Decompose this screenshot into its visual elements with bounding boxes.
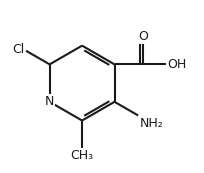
Text: NH₂: NH₂ bbox=[139, 117, 163, 130]
Text: N: N bbox=[45, 95, 54, 108]
Text: O: O bbox=[137, 30, 147, 43]
Text: CH₃: CH₃ bbox=[70, 149, 93, 162]
Text: OH: OH bbox=[166, 58, 185, 71]
Text: Cl: Cl bbox=[12, 43, 24, 56]
